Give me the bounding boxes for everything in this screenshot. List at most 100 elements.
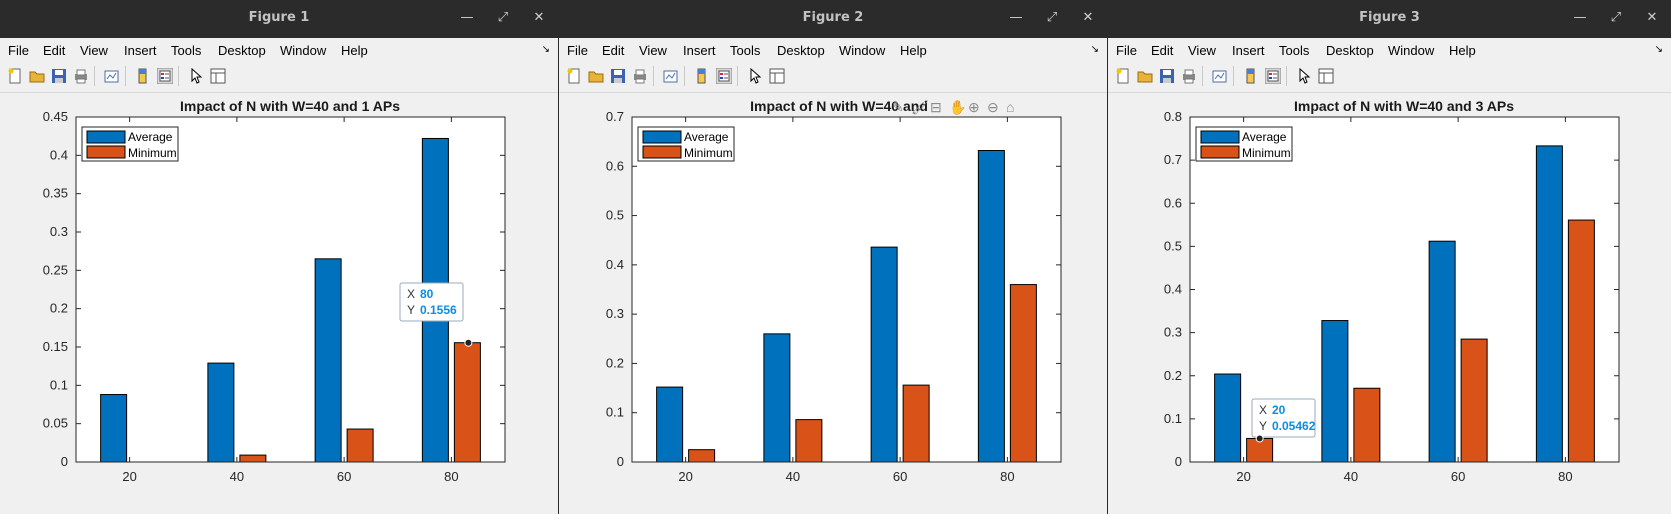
link-plot-icon[interactable]: [663, 68, 679, 84]
new-figure-icon[interactable]: [7, 68, 23, 84]
bar-average-60[interactable]: [314, 258, 342, 463]
figure-window-1[interactable]: Figure 1 — ⤢ ✕ File Edit View Insert Too…: [0, 0, 558, 514]
home-icon[interactable]: ⌂: [1006, 99, 1014, 115]
menu-help[interactable]: Help: [900, 43, 927, 58]
bar-chart-1[interactable]: Impact of N with W=40 and 1 APs 20 40 60 80 0…: [0, 93, 558, 514]
property-inspector-icon[interactable]: [1318, 68, 1334, 84]
open-file-icon[interactable]: [1137, 68, 1153, 84]
bar-average-20[interactable]: [1214, 373, 1242, 463]
bar-average-60[interactable]: [1428, 240, 1456, 463]
close-icon[interactable]: ✕: [533, 10, 545, 25]
colorbar-icon[interactable]: [694, 68, 710, 84]
menu-window[interactable]: Window: [1388, 43, 1435, 58]
menu-file[interactable]: File: [8, 43, 29, 58]
bar-average-60[interactable]: [870, 246, 898, 463]
maximize-icon[interactable]: ⤢: [497, 10, 509, 25]
colorbar-icon[interactable]: [135, 68, 151, 84]
datatip-marker[interactable]: [1255, 434, 1264, 443]
menu-window[interactable]: Window: [839, 43, 886, 58]
link-plot-icon[interactable]: [104, 68, 120, 84]
title-bar[interactable]: Figure 3 — ⤢ ✕: [1108, 0, 1671, 38]
menu-insert[interactable]: Insert: [1232, 43, 1265, 58]
save-icon[interactable]: [610, 68, 626, 84]
legend[interactable]: Average Minimum: [81, 126, 179, 162]
menu-edit[interactable]: Edit: [602, 43, 625, 58]
datatip-icon[interactable]: ⊟: [930, 99, 942, 115]
datatip[interactable]: X 20 Y 0.05462: [1251, 398, 1316, 438]
bar-average-80[interactable]: [977, 150, 1005, 463]
menu-edit[interactable]: Edit: [43, 43, 66, 58]
menu-edit[interactable]: Edit: [1151, 43, 1174, 58]
bar-average-20[interactable]: [656, 386, 684, 463]
bar-minimum-60[interactable]: [346, 428, 374, 463]
bar-minimum-60[interactable]: [902, 384, 930, 463]
title-bar[interactable]: Figure 1 — ⤢ ✕: [0, 0, 558, 38]
bar-chart-2[interactable]: Impact of N with W=40 and 20 40 60 80 0 0.1 0.2…: [559, 93, 1107, 514]
bar-minimum-40[interactable]: [239, 454, 267, 463]
menu-view[interactable]: View: [80, 43, 108, 58]
print-icon[interactable]: [73, 68, 89, 84]
pan-icon[interactable]: ✋: [949, 99, 966, 115]
brush-icon[interactable]: 🖌: [911, 99, 929, 115]
menu-tools[interactable]: Tools: [171, 43, 202, 58]
legend-icon[interactable]: [1265, 68, 1281, 84]
figure-window-3[interactable]: Figure 3 — ⤢ ✕ File Edit View Insert Too…: [1108, 0, 1671, 514]
menu-desktop[interactable]: Desktop: [218, 43, 266, 58]
bar-chart-3[interactable]: Impact of N with W=40 and 3 APs 20 40 60 80 0…: [1108, 93, 1671, 514]
datatip[interactable]: X 80 Y 0.1556: [399, 282, 464, 322]
legend[interactable]: Average Minimum: [1195, 126, 1293, 162]
print-icon[interactable]: [1181, 68, 1197, 84]
print-icon[interactable]: [632, 68, 648, 84]
dock-arrow-icon[interactable]: ↘: [1654, 44, 1663, 55]
menu-window[interactable]: Window: [280, 43, 327, 58]
bar-average-40[interactable]: [763, 333, 791, 463]
edit-plot-pointer-icon[interactable]: [747, 68, 763, 84]
link-plot-icon[interactable]: [1212, 68, 1228, 84]
save-icon[interactable]: [51, 68, 67, 84]
figure-window-2[interactable]: Figure 2 — ⤢ ✕ File Edit View Insert Too…: [559, 0, 1107, 514]
property-inspector-icon[interactable]: [769, 68, 785, 84]
colorbar-icon[interactable]: [1243, 68, 1259, 84]
minimize-icon[interactable]: —: [1009, 10, 1023, 25]
bar-minimum-80[interactable]: [453, 342, 481, 463]
close-icon[interactable]: ✕: [1646, 10, 1658, 25]
bar-average-20[interactable]: [100, 394, 128, 463]
bar-minimum-80[interactable]: [1567, 219, 1595, 463]
open-file-icon[interactable]: [588, 68, 604, 84]
edit-plot-pointer-icon[interactable]: [188, 68, 204, 84]
bar-average-40[interactable]: [207, 362, 235, 463]
property-inspector-icon[interactable]: [210, 68, 226, 84]
bar-minimum-60[interactable]: [1460, 338, 1488, 463]
dock-arrow-icon[interactable]: ↘: [541, 44, 550, 55]
bar-minimum-40[interactable]: [795, 419, 823, 463]
legend-icon[interactable]: [716, 68, 732, 84]
dock-arrow-icon[interactable]: ↘: [1090, 44, 1099, 55]
edit-plot-pointer-icon[interactable]: [1296, 68, 1312, 84]
menu-file[interactable]: File: [1116, 43, 1137, 58]
minimize-icon[interactable]: —: [1573, 10, 1587, 25]
new-figure-icon[interactable]: [1115, 68, 1131, 84]
maximize-icon[interactable]: ⤢: [1046, 10, 1058, 25]
menu-desktop[interactable]: Desktop: [1326, 43, 1374, 58]
legend-icon[interactable]: [157, 68, 173, 84]
legend[interactable]: Average Minimum: [637, 126, 735, 162]
menu-insert[interactable]: Insert: [683, 43, 716, 58]
zoom-out-icon[interactable]: ⊖: [987, 99, 999, 115]
datatip-marker[interactable]: [464, 338, 473, 347]
open-file-icon[interactable]: [29, 68, 45, 84]
new-figure-icon[interactable]: [566, 68, 582, 84]
menu-insert[interactable]: Insert: [124, 43, 157, 58]
maximize-icon[interactable]: ⤢: [1610, 10, 1622, 25]
bar-minimum-80[interactable]: [1009, 284, 1037, 463]
bar-minimum-40[interactable]: [1353, 387, 1381, 463]
menu-help[interactable]: Help: [1449, 43, 1476, 58]
save-icon[interactable]: [1159, 68, 1175, 84]
menu-desktop[interactable]: Desktop: [777, 43, 825, 58]
menu-tools[interactable]: Tools: [1279, 43, 1310, 58]
bar-average-40[interactable]: [1321, 320, 1349, 463]
menu-tools[interactable]: Tools: [730, 43, 761, 58]
bar-average-80[interactable]: [1535, 145, 1563, 463]
brush-export-icon[interactable]: ✎: [892, 99, 904, 115]
menu-view[interactable]: View: [639, 43, 667, 58]
close-icon[interactable]: ✕: [1082, 10, 1094, 25]
